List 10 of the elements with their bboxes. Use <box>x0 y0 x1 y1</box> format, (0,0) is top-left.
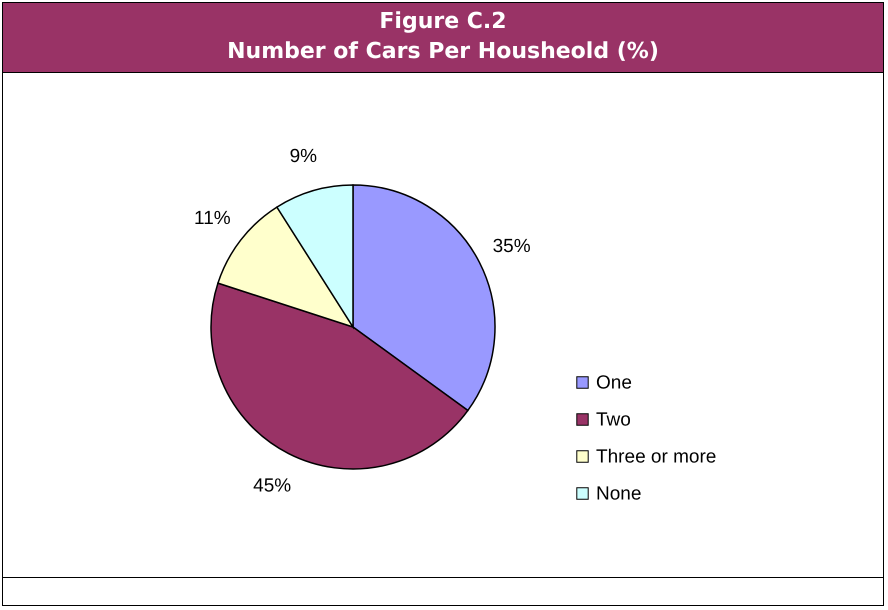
chart-title: Figure C.2 <box>378 8 508 36</box>
data-label: 11% <box>194 208 231 229</box>
data-label: 45% <box>253 476 292 497</box>
data-label: 9% <box>290 146 318 168</box>
chart-subtitle: Number of Cars Per Housheold (%) <box>226 38 660 66</box>
data-label: 35% <box>492 236 531 258</box>
legend-label: Two <box>596 410 631 430</box>
legend-label: One <box>596 372 632 394</box>
legend-label: Three or more <box>596 446 716 468</box>
legend-label: None <box>596 484 642 504</box>
